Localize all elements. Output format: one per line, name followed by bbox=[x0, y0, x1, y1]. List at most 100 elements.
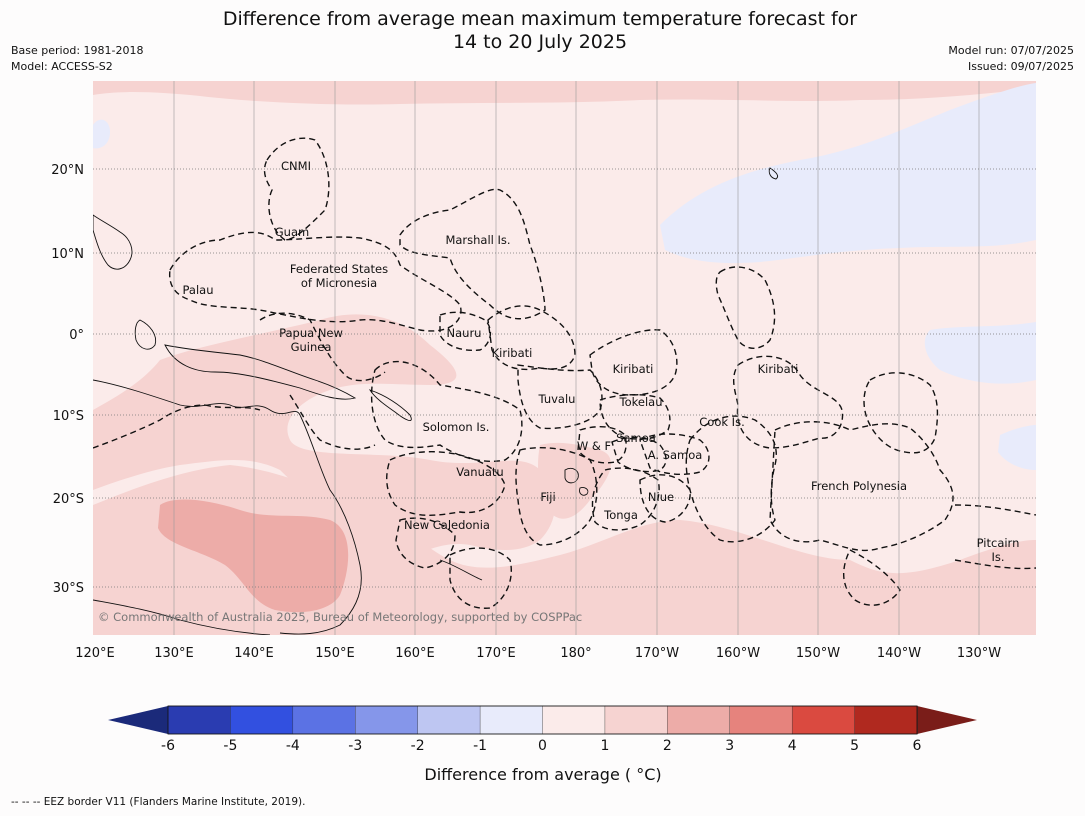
colorbar-cell bbox=[479, 705, 544, 735]
anomaly-region-north bbox=[93, 81, 1036, 105]
region-label-samoa: Samoa bbox=[616, 431, 656, 445]
colorbar-cell bbox=[167, 705, 232, 735]
lon-label: 150°W bbox=[796, 646, 840, 661]
issued-date: Issued: 09/07/2025 bbox=[967, 60, 1074, 73]
colorbar-over-arrow bbox=[917, 706, 977, 734]
colorbar-cell bbox=[355, 705, 419, 735]
colorbar-cells bbox=[167, 705, 918, 735]
colorbar-tick-label: -3 bbox=[348, 738, 362, 754]
region-label-pitcairn-line1: Pitcairn bbox=[977, 536, 1020, 550]
colorbar-cell bbox=[667, 705, 731, 735]
colorbar-tick-label: 0 bbox=[538, 738, 547, 754]
region-label-kiribati-west: Kiribati bbox=[492, 346, 533, 360]
region-label-kiribati-central: Kiribati bbox=[613, 362, 654, 376]
lat-label: 20°S bbox=[53, 492, 84, 507]
colorbar-cell bbox=[542, 705, 606, 735]
lat-label: 10°N bbox=[51, 247, 84, 262]
lat-label: 10°S bbox=[53, 409, 84, 424]
region-label-fsm-line2: of Micronesia bbox=[301, 276, 377, 290]
colorbar-tick-label: 4 bbox=[788, 738, 797, 754]
colorbar-label: Difference from average ( °C) bbox=[424, 765, 661, 784]
region-label-fiji: Fiji bbox=[540, 490, 555, 504]
title-line-1: Difference from average mean maximum tem… bbox=[222, 8, 858, 30]
colorbar-tick-label: -2 bbox=[411, 738, 425, 754]
region-label-niue: Niue bbox=[648, 490, 674, 504]
region-label-pitcairn-line2: Is. bbox=[991, 550, 1004, 564]
colorbar-cell bbox=[854, 705, 918, 735]
anomaly-region-strong-warm bbox=[158, 499, 349, 613]
lon-label: 170°E bbox=[476, 646, 516, 661]
latitude-labels: 20°N 10°N 0° 10°S 20°S 30°S bbox=[51, 163, 84, 596]
region-label-vanuatu: Vanuatu bbox=[456, 465, 503, 479]
lon-label: 140°W bbox=[877, 646, 921, 661]
colorbar-cell bbox=[417, 705, 481, 735]
base-period: Base period: 1981-2018 bbox=[11, 44, 144, 57]
region-label-kiribati-east: Kiribati bbox=[758, 362, 799, 376]
colorbar-frame bbox=[167, 705, 918, 735]
region-label-png-line2: Guinea bbox=[291, 340, 332, 354]
meta-right: Model run: 07/07/2025 Issued: 09/07/2025 bbox=[948, 43, 1074, 75]
lon-label: 170°W bbox=[635, 646, 679, 661]
lon-label: 150°E bbox=[315, 646, 355, 661]
region-label-cnmi: CNMI bbox=[281, 159, 311, 173]
lon-label: 140°E bbox=[234, 646, 274, 661]
graticule bbox=[93, 81, 1036, 635]
region-label-solomon: Solomon Is. bbox=[423, 420, 490, 434]
cool-region-east-small bbox=[998, 425, 1036, 470]
colorbar-tick-label: 6 bbox=[913, 738, 922, 754]
anomaly-region-melanesia bbox=[93, 314, 555, 561]
region-label-png-line1: Papua New bbox=[279, 326, 343, 340]
lon-label: 120°E bbox=[75, 646, 115, 661]
colorbar-cell bbox=[604, 705, 669, 735]
anomaly-region-fiji bbox=[537, 442, 611, 519]
map-area: CNMI Guam Marshall Is. Federated States … bbox=[93, 81, 1036, 635]
region-label-new-caledonia: New Caledonia bbox=[404, 518, 490, 532]
coastlines bbox=[93, 167, 779, 635]
footer-note: -- -- -- EEZ border V11 (Flanders Marine… bbox=[11, 796, 306, 808]
lon-label: 180° bbox=[560, 646, 591, 661]
region-label-french-polynesia: French Polynesia bbox=[811, 479, 907, 493]
model-name: Model: ACCESS-S2 bbox=[11, 60, 113, 73]
chart-title: Difference from average mean maximum tem… bbox=[170, 8, 910, 54]
parallels bbox=[93, 168, 1036, 588]
region-label-tokelau: Tokelau bbox=[619, 395, 663, 409]
lon-label: 160°W bbox=[716, 646, 760, 661]
colorbar-ticks: -6 -5 -4 -3 -2 -1 0 1 2 3 4 5 6 bbox=[161, 738, 922, 754]
longitude-labels: 120°E 130°E 140°E 150°E 160°E 170°E 180°… bbox=[75, 646, 1001, 661]
region-labels: CNMI Guam Marshall Is. Federated States … bbox=[183, 159, 1020, 564]
region-label-fsm-line1: Federated States bbox=[290, 262, 388, 276]
lon-label: 130°E bbox=[154, 646, 194, 661]
lat-label: 20°N bbox=[51, 163, 84, 178]
region-label-american-samoa: A. Samoa bbox=[648, 448, 703, 462]
region-label-nauru: Nauru bbox=[447, 326, 482, 340]
colorbar-cell bbox=[791, 705, 856, 735]
lon-label: 160°E bbox=[395, 646, 435, 661]
cool-region-northwest bbox=[93, 119, 110, 149]
copyright-notice: © Commonwealth of Australia 2025, Bureau… bbox=[98, 610, 582, 624]
colorbar-tick-label: 3 bbox=[725, 738, 734, 754]
lon-label: 130°W bbox=[957, 646, 1001, 661]
model-run: Model run: 07/07/2025 bbox=[948, 44, 1074, 57]
colorbar-cell bbox=[729, 705, 793, 735]
colorbar-under-arrow bbox=[108, 706, 168, 734]
meta-left: Base period: 1981-2018 Model: ACCESS-S2 bbox=[11, 43, 143, 75]
cool-region-northeast bbox=[660, 83, 1036, 264]
colorbar-tick-label: 5 bbox=[850, 738, 859, 754]
colorbar-cell bbox=[230, 705, 294, 735]
region-label-wf: W & F bbox=[577, 439, 611, 453]
region-label-tuvalu: Tuvalu bbox=[538, 392, 576, 406]
cool-region-east bbox=[924, 322, 1036, 384]
lat-label: 30°S bbox=[53, 581, 84, 596]
title-line-2: 14 to 20 July 2025 bbox=[452, 31, 628, 53]
region-label-guam: Guam bbox=[275, 225, 309, 239]
colorbar-cell bbox=[292, 705, 356, 735]
region-label-marshall: Marshall Is. bbox=[445, 233, 510, 247]
colorbar-tick-label: -5 bbox=[223, 738, 237, 754]
colorbar-tick-label: -6 bbox=[161, 738, 175, 754]
region-label-palau: Palau bbox=[183, 283, 214, 297]
region-label-cook: Cook Is. bbox=[699, 415, 744, 429]
lat-label: 0° bbox=[69, 328, 84, 343]
colorbar-tick-label: 1 bbox=[600, 738, 609, 754]
colorbar: -6 -5 -4 -3 -2 -1 0 1 2 3 4 5 6 Difference from aver… bbox=[108, 705, 977, 784]
